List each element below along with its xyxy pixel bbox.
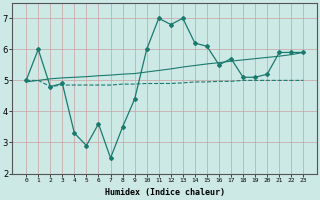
X-axis label: Humidex (Indice chaleur): Humidex (Indice chaleur) xyxy=(105,188,225,197)
